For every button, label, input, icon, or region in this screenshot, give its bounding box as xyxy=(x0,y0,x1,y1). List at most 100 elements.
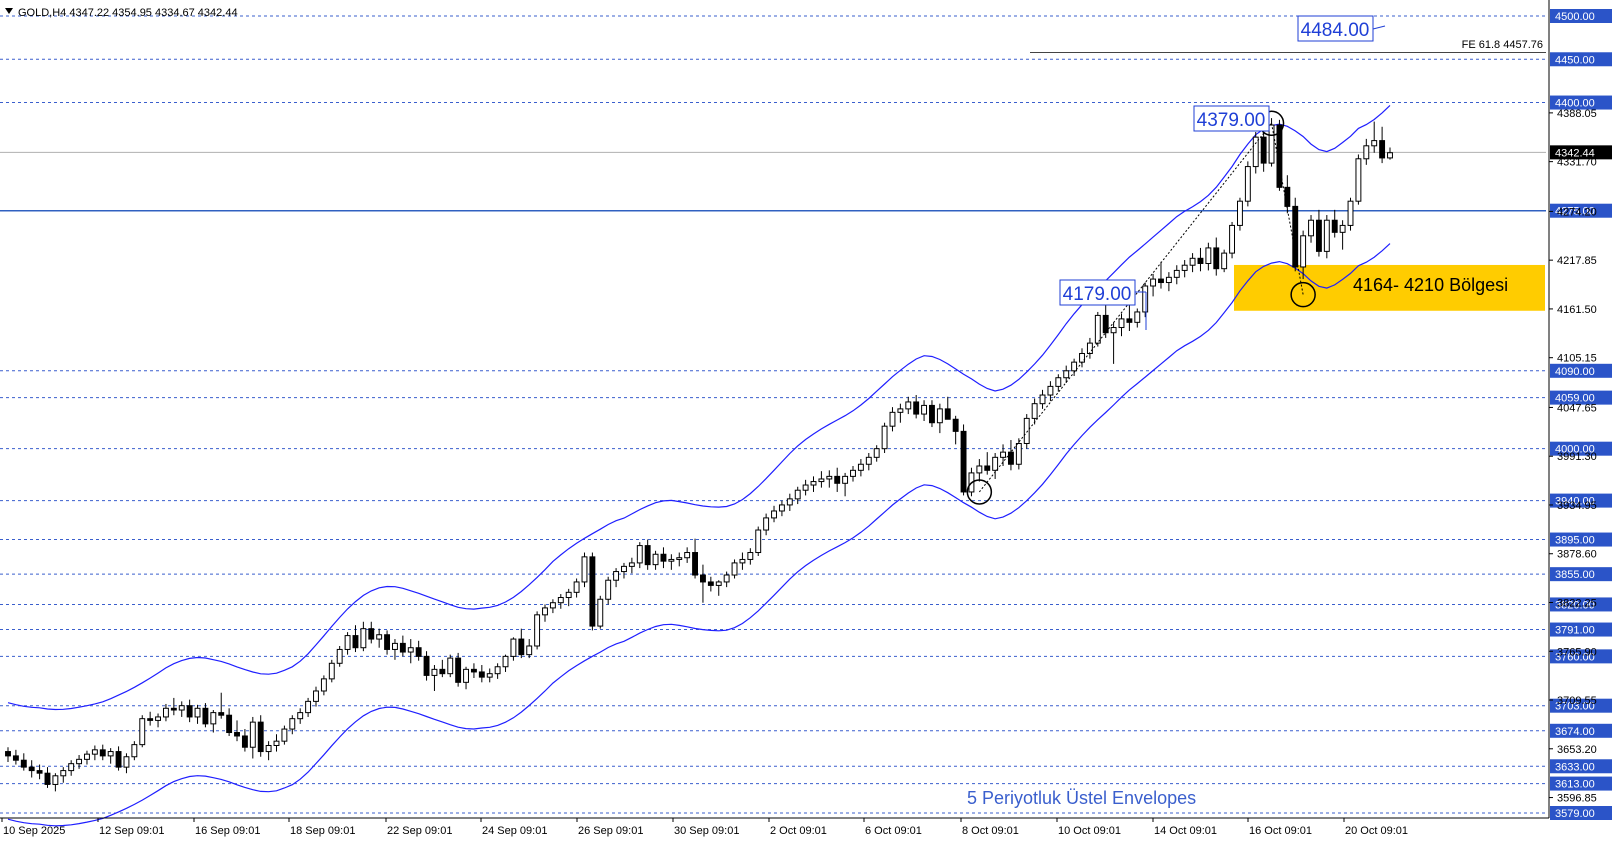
candle-body-up xyxy=(605,579,612,600)
y-tick-label: 4047.65 xyxy=(1557,402,1597,414)
candle xyxy=(1205,242,1212,271)
candle xyxy=(613,568,620,588)
annotations xyxy=(966,25,1386,505)
candle xyxy=(652,550,659,570)
candle xyxy=(707,576,714,592)
level-tag xyxy=(1550,597,1612,612)
candle-body-up xyxy=(1387,152,1393,159)
level-tag xyxy=(1550,759,1612,774)
candle-body-down xyxy=(415,647,422,657)
header-dropdown-icon[interactable] xyxy=(5,8,13,14)
candle-body-up xyxy=(549,602,556,609)
candle xyxy=(542,604,548,622)
candle xyxy=(1339,220,1346,250)
candle-body-down xyxy=(1158,278,1164,284)
y-tick-label: 3991.30 xyxy=(1557,451,1597,463)
y-tick-label: 4105.15 xyxy=(1557,353,1597,365)
candle xyxy=(605,576,612,605)
candle-body-down xyxy=(20,759,27,768)
candle-body-up xyxy=(1039,394,1046,405)
candle xyxy=(257,715,264,757)
candle-body-up xyxy=(1237,200,1243,226)
candle-body-down xyxy=(834,475,841,484)
candle-body-up xyxy=(826,475,833,480)
x-tick-label: 14 Oct 09:01 xyxy=(1154,825,1217,837)
y-tick-label: 3653.20 xyxy=(1557,744,1597,756)
candle xyxy=(1221,249,1228,273)
level-tag-label: 3703.00 xyxy=(1555,701,1595,713)
candle xyxy=(186,699,193,723)
y-tick-label: 3822.25 xyxy=(1557,598,1597,610)
candle-body-up xyxy=(850,469,856,477)
candle xyxy=(313,686,319,707)
swing-line-down xyxy=(1271,123,1304,295)
candle xyxy=(660,547,667,569)
candle-body-up xyxy=(613,571,620,581)
candle-body-up xyxy=(534,614,541,647)
candle xyxy=(44,767,51,788)
candle-body-up xyxy=(802,484,809,491)
candle xyxy=(1150,273,1157,297)
candle-body-up xyxy=(1371,140,1378,147)
x-tick-label: 10 Sep 2025 xyxy=(3,825,65,837)
candle xyxy=(68,760,75,776)
candle xyxy=(763,513,770,536)
candle xyxy=(984,452,991,475)
candle-body-up xyxy=(542,607,548,616)
candle-body-down xyxy=(170,707,177,711)
level-lines xyxy=(0,15,1546,814)
candle-body-down xyxy=(944,408,951,420)
candle xyxy=(447,654,454,678)
candle xyxy=(534,611,541,650)
candle-body-up xyxy=(52,775,59,785)
candle-body-down xyxy=(1102,314,1109,334)
candle-body-up xyxy=(360,628,367,649)
candle xyxy=(1229,221,1236,259)
candle-body-up xyxy=(265,745,272,753)
candle-body-up xyxy=(921,404,928,415)
candle-body-down xyxy=(1292,205,1299,268)
level-tag xyxy=(1550,723,1612,738)
y-tick-label: 4274.20 xyxy=(1557,206,1597,218)
level-tag-label: 3895.00 xyxy=(1555,535,1595,547)
candle xyxy=(881,422,888,454)
candle xyxy=(715,580,722,596)
candle-body-down xyxy=(399,642,406,653)
candle-body-down xyxy=(1284,186,1291,207)
candle xyxy=(1244,161,1251,207)
x-tick-label: 6 Oct 09:01 xyxy=(865,825,922,837)
level-tag xyxy=(1550,363,1612,378)
candle xyxy=(952,415,959,445)
y-tick-label: 3765.90 xyxy=(1557,646,1597,658)
candle xyxy=(834,467,841,492)
candle xyxy=(905,396,912,415)
candle-body-up xyxy=(1150,278,1157,287)
candle-body-down xyxy=(1315,219,1322,252)
x-tick-label: 24 Sep 09:01 xyxy=(482,825,547,837)
candle-body-up xyxy=(857,463,864,471)
candle xyxy=(155,713,161,728)
candle xyxy=(1315,209,1322,257)
candle xyxy=(510,637,517,661)
candle xyxy=(976,459,983,482)
candle-body-up xyxy=(865,456,872,465)
x-tick-label: 22 Sep 09:01 xyxy=(387,825,452,837)
candle-body-up xyxy=(1221,252,1228,270)
candle-body-up xyxy=(597,598,604,627)
candle-body-up xyxy=(676,557,683,560)
candle-body-up xyxy=(652,553,659,566)
candle xyxy=(328,659,335,683)
candle-body-down xyxy=(44,772,51,785)
candle-body-up xyxy=(431,668,438,676)
candle xyxy=(455,652,462,687)
symbol-header: GOLD,H4 4347.22 4354.95 4334.67 4342.44 xyxy=(18,7,238,19)
candle xyxy=(865,453,872,471)
candle-body-up xyxy=(84,753,90,760)
y-tick-label: 4161.50 xyxy=(1557,304,1597,316)
candle xyxy=(1031,398,1038,425)
candle-body-up xyxy=(297,712,304,720)
candle-body-down xyxy=(384,634,391,650)
candle-body-up xyxy=(107,751,114,757)
candle xyxy=(1126,305,1133,331)
